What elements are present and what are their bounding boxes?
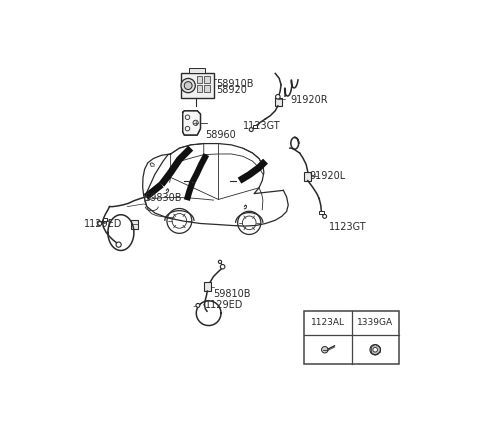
Text: 1123GT: 1123GT — [243, 121, 280, 131]
Circle shape — [184, 81, 192, 89]
Bar — [275, 98, 282, 106]
Bar — [204, 76, 210, 83]
Text: 58960: 58960 — [205, 130, 236, 140]
Text: 59830B: 59830B — [144, 193, 182, 203]
Circle shape — [193, 120, 198, 125]
Polygon shape — [182, 111, 201, 135]
Bar — [204, 282, 211, 291]
Circle shape — [196, 303, 200, 307]
Bar — [204, 85, 210, 92]
Circle shape — [97, 221, 101, 225]
Circle shape — [98, 222, 102, 225]
Bar — [253, 125, 257, 128]
Text: 91920R: 91920R — [291, 95, 328, 105]
Text: 91920L: 91920L — [309, 171, 345, 181]
Text: 1129ED: 1129ED — [84, 219, 122, 230]
Circle shape — [181, 78, 195, 93]
Bar — [319, 211, 324, 214]
Text: 58920: 58920 — [216, 85, 247, 95]
Circle shape — [373, 347, 377, 352]
Text: 1339GA: 1339GA — [357, 318, 393, 327]
Circle shape — [218, 260, 222, 263]
Bar — [181, 73, 214, 98]
Bar — [197, 85, 203, 92]
Circle shape — [276, 95, 280, 99]
Bar — [304, 171, 311, 181]
Circle shape — [220, 265, 225, 269]
Text: 59810B: 59810B — [213, 289, 251, 299]
Bar — [131, 219, 138, 230]
Circle shape — [116, 242, 121, 247]
Bar — [304, 311, 399, 364]
Circle shape — [249, 127, 253, 132]
Bar — [189, 68, 205, 73]
Bar — [103, 219, 107, 221]
Bar — [197, 76, 203, 83]
Circle shape — [323, 214, 326, 218]
Text: 58910B: 58910B — [216, 79, 253, 89]
Text: 1129ED: 1129ED — [205, 300, 243, 310]
Text: 1123GT: 1123GT — [328, 222, 366, 232]
Circle shape — [322, 346, 328, 353]
Text: 1123AL: 1123AL — [311, 318, 345, 327]
Circle shape — [370, 344, 380, 355]
